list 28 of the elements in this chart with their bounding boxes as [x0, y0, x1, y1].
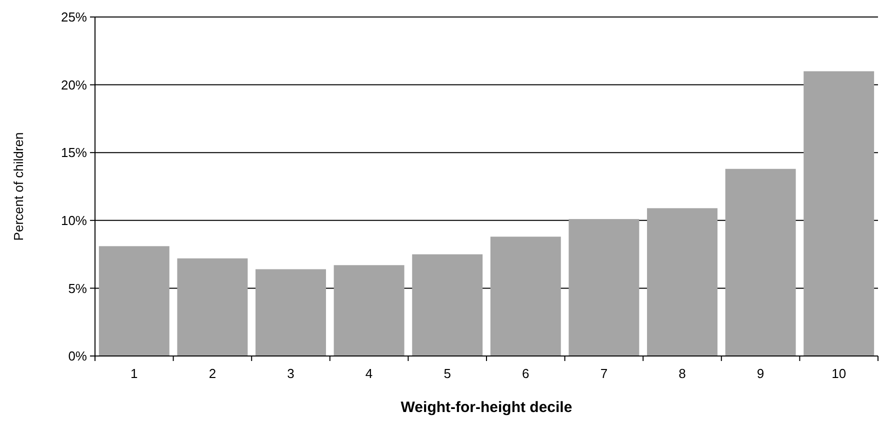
bar	[490, 236, 561, 356]
bar	[568, 219, 640, 356]
x-tick-label: 9	[756, 366, 764, 381]
bar	[804, 71, 874, 356]
x-axis-title: Weight-for-height decile	[400, 399, 572, 416]
x-tick-label: 7	[600, 366, 608, 381]
x-tick-label: 4	[365, 366, 373, 381]
y-tick-label: 20%	[60, 77, 88, 92]
x-tick-label: 2	[208, 366, 216, 381]
x-tick-label: 10	[832, 366, 846, 381]
y-tick-label: 15%	[60, 145, 88, 160]
bar	[98, 246, 170, 356]
y-axis-title: Percent of children	[11, 132, 26, 241]
x-tick-label: 5	[444, 366, 451, 381]
x-tick-label: 3	[287, 366, 294, 381]
y-tick-label: 25%	[60, 10, 88, 25]
y-tick-label: 10%	[60, 212, 88, 228]
y-tick-label: 5%	[68, 280, 88, 296]
x-tick-label: 8	[678, 366, 686, 381]
bar	[334, 265, 404, 356]
x-tick-label: 1	[130, 366, 138, 381]
x-tick-label: 6	[522, 366, 530, 381]
bar	[177, 258, 248, 356]
bar	[725, 168, 796, 356]
bar	[412, 254, 483, 356]
bar	[647, 208, 718, 356]
y-tick-label: 0%	[68, 348, 88, 364]
bar	[256, 269, 326, 356]
